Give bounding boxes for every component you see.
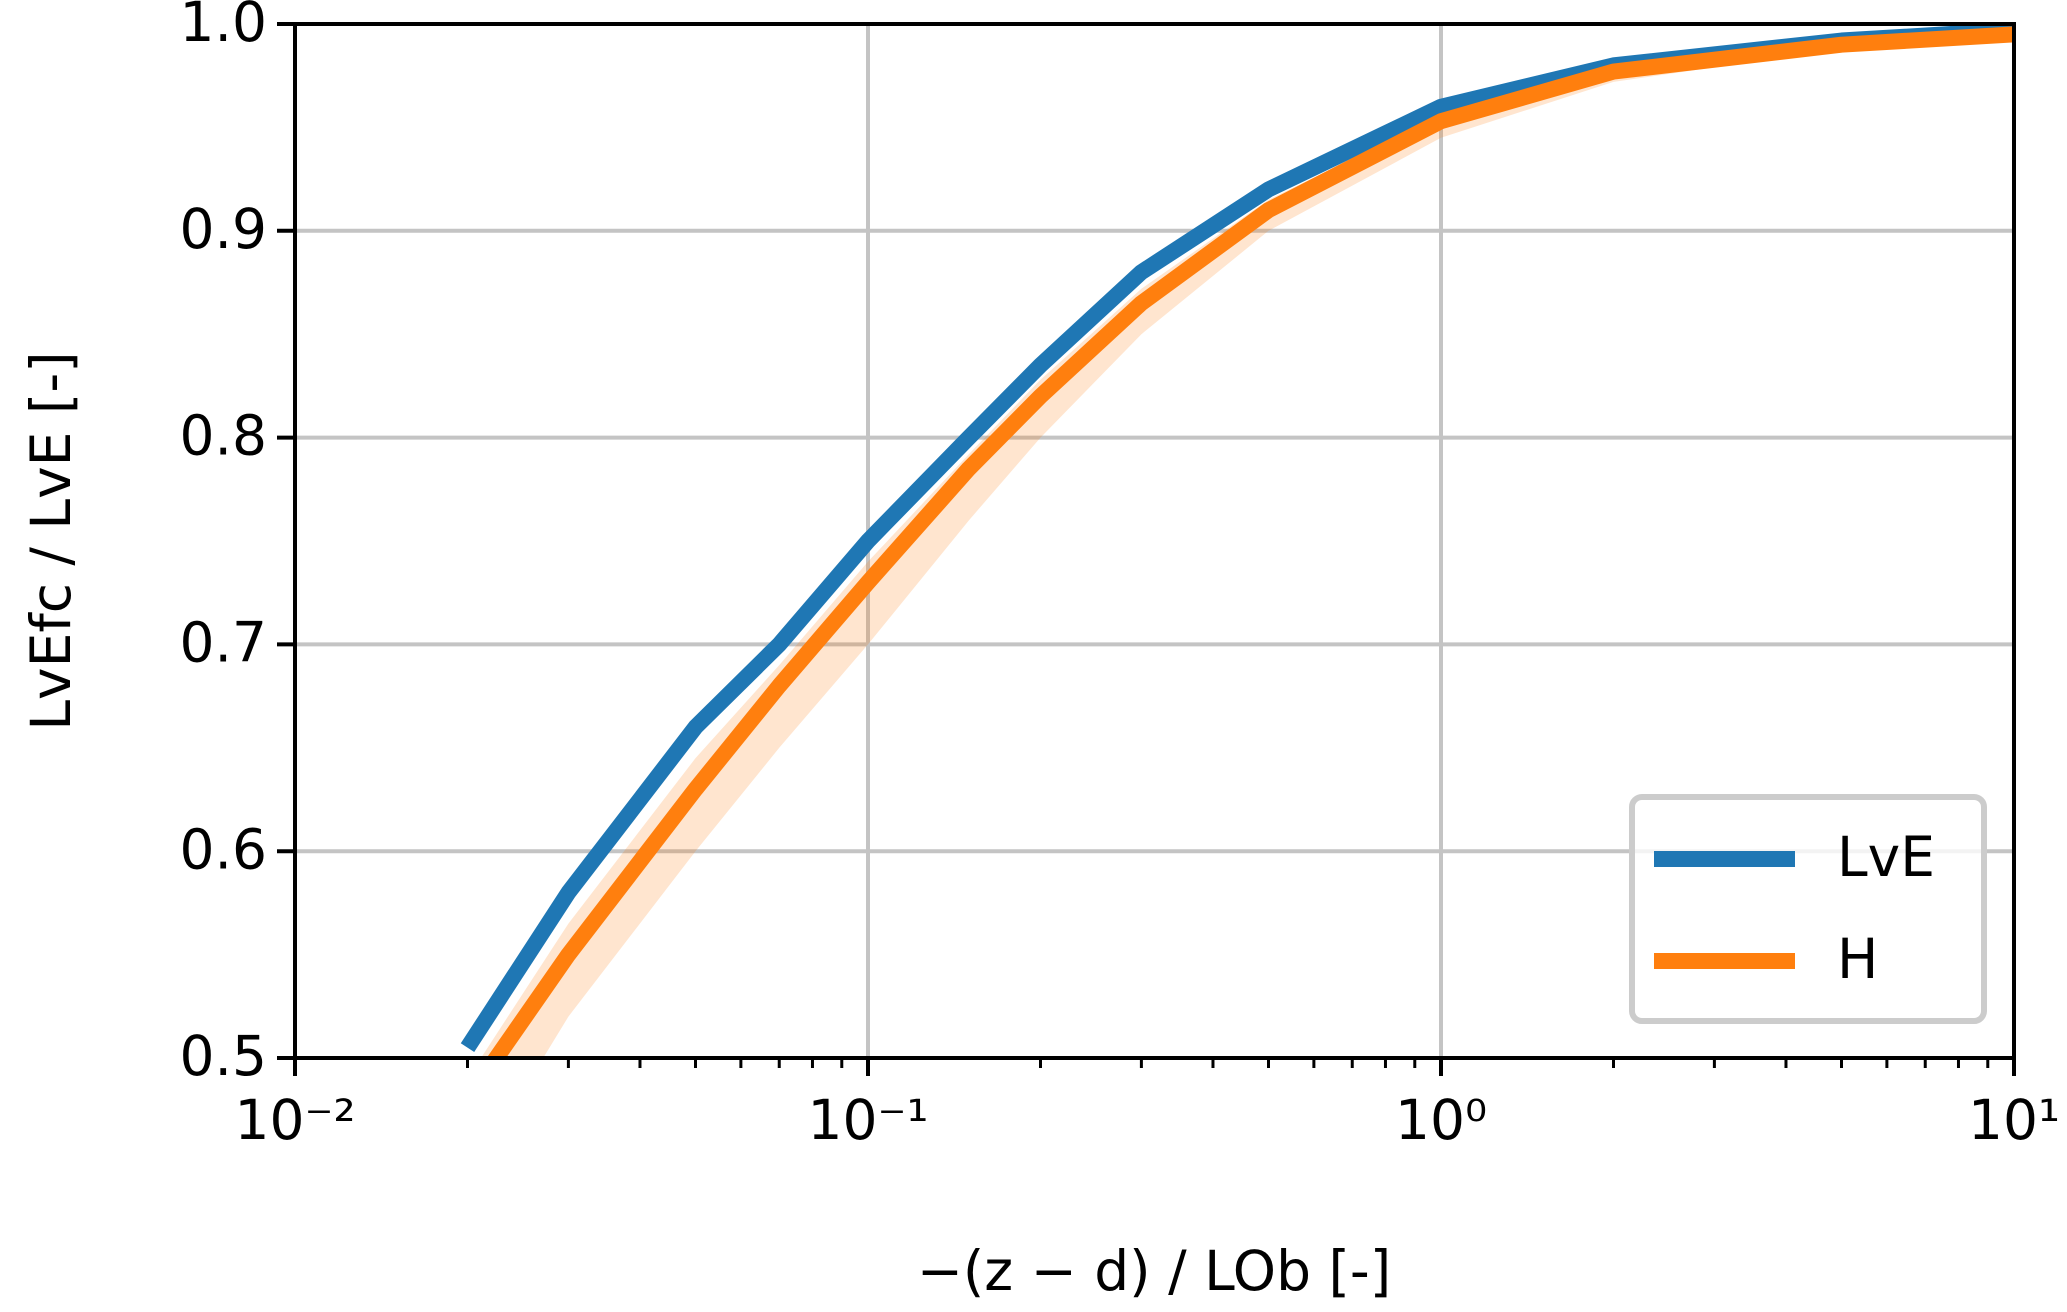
legend-label: LvE bbox=[1837, 825, 1935, 889]
confidence-band bbox=[480, 32, 2014, 1058]
legend-label: H bbox=[1837, 927, 1878, 991]
x-tick-label: 10⁻² bbox=[234, 1088, 355, 1152]
y-tick-label: 0.5 bbox=[180, 1024, 267, 1088]
y-tick-label: 0.8 bbox=[180, 404, 267, 468]
x-tick-label: 10⁻¹ bbox=[807, 1088, 928, 1152]
plot-area bbox=[460, 24, 2014, 1058]
y-tick-label: 1.0 bbox=[180, 0, 267, 54]
line-series bbox=[486, 26, 2014, 1058]
y-tick-label: 0.6 bbox=[180, 817, 267, 881]
y-tick-label: 0.9 bbox=[180, 197, 267, 261]
y-tick-label: 0.7 bbox=[180, 611, 267, 675]
x-tick-label: 10⁰ bbox=[1395, 1088, 1487, 1152]
x-tick-label: 10¹ bbox=[1968, 1088, 2060, 1152]
y-axis-label: LvEfc / LvE [-] bbox=[19, 351, 83, 730]
plot-frame bbox=[293, 22, 2016, 1060]
x-axis-label: −(z − d) / LOb [-] bbox=[917, 1239, 1391, 1303]
